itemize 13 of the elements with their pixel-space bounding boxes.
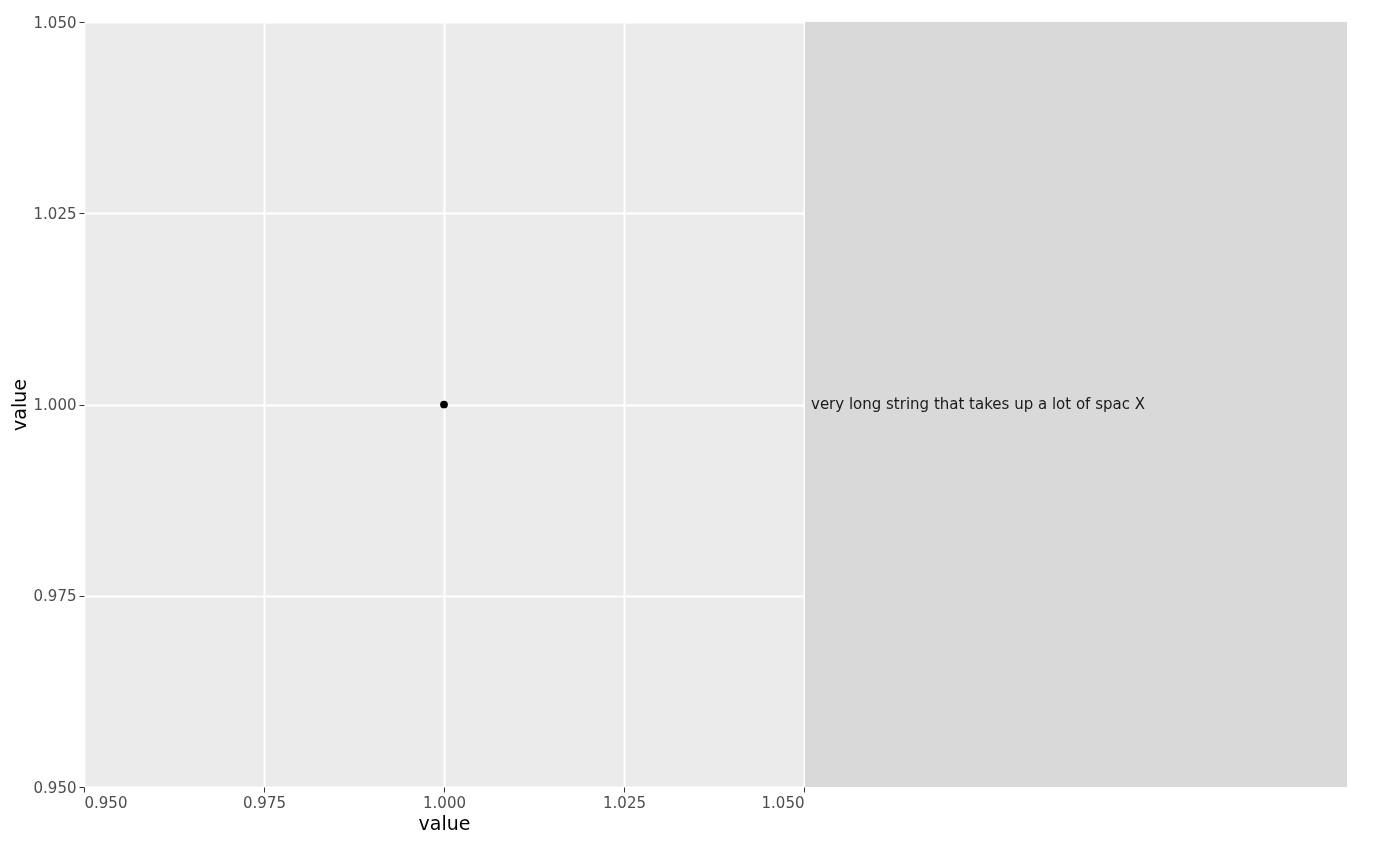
y-tick-label: 1.025 <box>33 204 77 223</box>
y-tick-label: 1.000 <box>33 396 77 414</box>
x-tick-label: 0.975 <box>243 793 286 812</box>
x-tick-label: 1.025 <box>603 793 646 812</box>
text: very long string that takes up a lot of spac X <box>811 395 1145 413</box>
y-tick-label: 0.950 <box>33 778 77 797</box>
x-tick-label: 1.050 <box>761 793 805 812</box>
y-tick-label: 0.975 <box>33 587 77 606</box>
x-tick-label: 0.950 <box>84 793 128 812</box>
x-tick-label: 1.000 <box>423 793 466 812</box>
y-tick-label: 1.050 <box>33 13 77 32</box>
y-axis-title: value <box>7 379 30 431</box>
x-axis-title: value <box>418 811 471 834</box>
